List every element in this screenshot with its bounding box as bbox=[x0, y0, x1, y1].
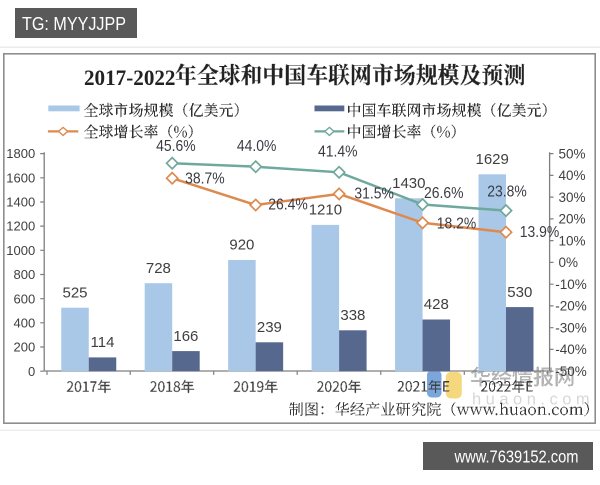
svg-text:www.7639152.com: www.7639152.com bbox=[454, 447, 579, 467]
svg-text:800: 800 bbox=[13, 267, 35, 282]
svg-text:600: 600 bbox=[13, 291, 35, 306]
svg-text:1629: 1629 bbox=[476, 151, 509, 168]
svg-text:TG: MYYJJPP: TG: MYYJJPP bbox=[22, 14, 126, 34]
svg-text:45.6%: 45.6% bbox=[156, 138, 196, 155]
svg-text:0%: 0% bbox=[559, 255, 579, 270]
svg-text:525: 525 bbox=[62, 284, 87, 301]
svg-text:-30%: -30% bbox=[555, 321, 587, 336]
svg-text:50%: 50% bbox=[559, 146, 586, 161]
svg-text:239: 239 bbox=[257, 319, 282, 336]
svg-text:-10%: -10% bbox=[555, 277, 587, 292]
svg-text:114: 114 bbox=[91, 334, 115, 351]
svg-text:1800: 1800 bbox=[6, 146, 35, 161]
svg-text:41.4%: 41.4% bbox=[318, 143, 358, 160]
svg-text:10%: 10% bbox=[559, 233, 586, 248]
svg-text:-50%: -50% bbox=[555, 364, 587, 379]
svg-text:166: 166 bbox=[173, 328, 198, 345]
svg-text:31.5%: 31.5% bbox=[354, 185, 394, 202]
svg-text:26.4%: 26.4% bbox=[268, 196, 308, 213]
svg-text:13.9%: 13.9% bbox=[520, 224, 560, 241]
svg-text:2017-2022: 2017-2022 bbox=[84, 65, 176, 90]
svg-text:338: 338 bbox=[340, 307, 365, 324]
svg-text:530: 530 bbox=[507, 284, 532, 301]
svg-text:-40%: -40% bbox=[555, 342, 587, 357]
svg-text:26.6%: 26.6% bbox=[424, 185, 464, 202]
svg-text:1200: 1200 bbox=[6, 219, 35, 234]
svg-text:huaon.com: huaon.com bbox=[472, 391, 594, 409]
svg-text:38.7%: 38.7% bbox=[185, 170, 225, 187]
svg-text:728: 728 bbox=[146, 260, 171, 277]
svg-text:18.2%: 18.2% bbox=[437, 215, 477, 232]
svg-text:-20%: -20% bbox=[555, 299, 587, 314]
svg-text:200: 200 bbox=[13, 340, 35, 355]
svg-text:1400: 1400 bbox=[6, 195, 35, 210]
svg-text:400: 400 bbox=[13, 315, 35, 330]
svg-text:1000: 1000 bbox=[6, 243, 35, 258]
svg-text:0: 0 bbox=[28, 364, 35, 379]
svg-text:428: 428 bbox=[424, 296, 449, 313]
svg-text:920: 920 bbox=[229, 237, 254, 254]
svg-text:30%: 30% bbox=[559, 190, 586, 205]
svg-text:1600: 1600 bbox=[6, 170, 35, 185]
svg-text:20%: 20% bbox=[559, 212, 586, 227]
svg-text:1430: 1430 bbox=[392, 175, 425, 192]
svg-text:44.0%: 44.0% bbox=[237, 138, 277, 155]
svg-text:23.8%: 23.8% bbox=[487, 183, 527, 200]
svg-text:1210: 1210 bbox=[309, 202, 342, 219]
svg-text:40%: 40% bbox=[559, 168, 586, 183]
